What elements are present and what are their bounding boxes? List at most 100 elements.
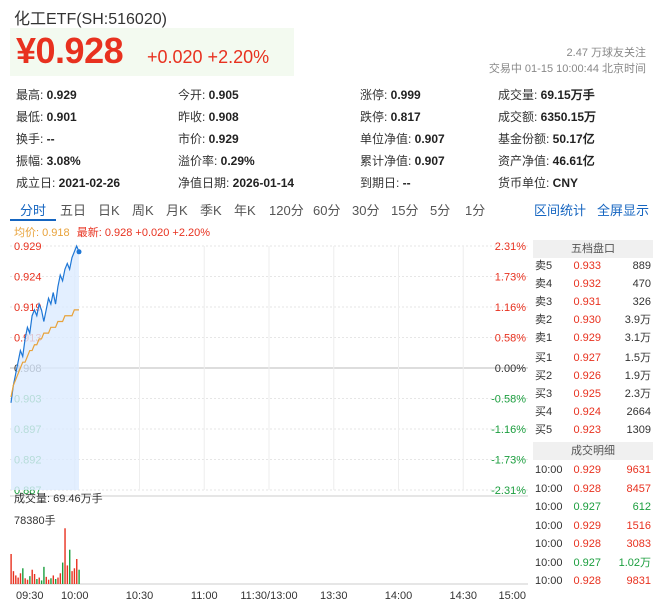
tab-period[interactable]: 日K — [98, 203, 120, 218]
period-tabs: 分时 五日 日K 周K 月K 季K 年K 120分 60分 30分 15分 5分 1分 — [14, 200, 654, 222]
current-price: ¥0.928 — [16, 30, 124, 71]
quote-value: 0.908 — [205, 110, 239, 124]
orderbook-cell: 2664 — [626, 406, 651, 418]
quote-field: 振幅: 3.08% — [16, 152, 81, 169]
price-highlight — [10, 28, 294, 76]
latest-price-legend: 最新: 0.928 +0.020 +2.20% — [76, 227, 211, 239]
tab-period[interactable]: 1分 — [465, 203, 486, 218]
quote-value: -- — [399, 176, 411, 190]
quote-field: 净值日期: 2026-01-14 — [178, 174, 294, 191]
volume-bar — [17, 577, 19, 584]
volume-bar — [43, 566, 45, 584]
quote-key: 基金份额: — [498, 132, 550, 146]
quote-key: 昨收: — [178, 110, 206, 124]
volume-bar — [33, 573, 36, 584]
quote-field: 资产净值: 46.61亿 — [498, 152, 595, 169]
tab-period[interactable]: 五日 — [60, 203, 87, 218]
orderbook-cell: 1.02万 — [618, 556, 651, 569]
time-tick-label: 15:00 — [498, 590, 526, 600]
price-area — [11, 246, 79, 490]
orderbook-cell: 3.1万 — [624, 332, 651, 344]
volume-bar — [15, 575, 17, 584]
orderbook-cell: 1309 — [626, 424, 651, 436]
volume-bar — [22, 568, 24, 584]
quote-field: 成交额: 6350.15万 — [498, 108, 596, 125]
volume-max-label: 78380手 — [14, 513, 56, 527]
pct-tick-label: 0.00% — [495, 363, 526, 375]
time-tick-label: 14:00 — [385, 590, 413, 600]
quote-field: 昨收: 0.908 — [178, 108, 239, 125]
tab-period[interactable]: 5分 — [430, 203, 451, 218]
quote-field: 成交量: 69.15万手 — [498, 86, 595, 103]
quote-key: 跌停: — [360, 110, 388, 124]
trade-row: 10:00 0.929 9631 — [533, 462, 653, 479]
orderbook-cell: 0.928 — [573, 575, 601, 587]
orderbook-cell: 10:00 — [535, 501, 563, 513]
ask-row: 卖1 0.929 3.1万 — [533, 330, 653, 347]
quote-key: 累计净值: — [360, 154, 412, 168]
tab-period[interactable]: 15分 — [391, 203, 419, 218]
quote-value: CNY — [549, 176, 579, 190]
orderbook-cell: 0.928 — [573, 482, 601, 495]
tab-period[interactable]: 120分 — [269, 203, 304, 218]
tab-period[interactable]: 季K — [200, 203, 222, 218]
volume-bar — [66, 565, 69, 584]
orderbook-cell: 买4 — [535, 406, 553, 418]
pct-tick-label: 0.58% — [495, 333, 526, 345]
volume-bar — [76, 558, 78, 584]
orderbook-cell: 卖3 — [535, 296, 553, 308]
trade-row: 10:00 0.927 612 — [533, 499, 653, 516]
tab-period[interactable]: 月K — [166, 203, 188, 218]
latest-point — [76, 249, 82, 255]
tab-period[interactable]: 60分 — [313, 203, 341, 218]
quote-key: 今开: — [178, 88, 206, 102]
quote-field: 到期日: -- — [360, 174, 411, 191]
orderbook-cell: 0.928 — [573, 538, 601, 550]
volume-bar — [10, 553, 12, 584]
quote-field: 涨停: 0.999 — [360, 86, 421, 103]
trading-status: 交易中 01-15 10:00:44 北京时间 — [488, 63, 646, 75]
ask-row: 卖3 0.931 326 — [533, 294, 653, 311]
time-tick-label: 10:30 — [126, 590, 154, 600]
time-tick-label: 11:30/13:00 — [240, 590, 297, 600]
quote-key: 振幅: — [16, 154, 44, 168]
quote-value: 0.905 — [205, 88, 239, 102]
orderbook-cell: 卖1 — [535, 332, 553, 344]
quote-key: 成交量: — [498, 88, 538, 102]
quote-value: 0.907 — [411, 132, 445, 146]
trades-title: 成交明细 — [533, 442, 653, 460]
intraday-chart[interactable]: 0.9290.9240.9190.9130.9080.9030.8970.892… — [10, 238, 530, 600]
orderbook-cell: 9831 — [626, 575, 651, 587]
time-tick-label: 13:30 — [320, 590, 348, 600]
quote-value: 0.999 — [387, 88, 421, 102]
time-tick-label: 09:30 — [16, 590, 44, 600]
orderbook-cell: 1.5万 — [624, 352, 651, 364]
quote-key: 货币单位: — [498, 176, 550, 190]
quote-field: 市价: 0.929 — [178, 130, 239, 147]
bid-row: 买5 0.923 1309 — [533, 422, 653, 439]
tab-period[interactable]: 分时 — [20, 203, 47, 218]
orderbook-cell: 0.927 — [573, 501, 601, 513]
fullscreen-button[interactable]: 全屏显示 — [597, 203, 650, 218]
bid-row: 买3 0.925 2.3万 — [533, 386, 653, 403]
tab-period[interactable]: 周K — [132, 203, 154, 218]
tab-period[interactable]: 30分 — [352, 203, 380, 218]
quote-key: 净值日期: — [178, 176, 230, 190]
trade-row: 10:00 0.928 3083 — [533, 536, 653, 553]
followers-count[interactable]: 2.47 万球友关注 — [566, 47, 646, 59]
volume-bar — [12, 571, 15, 584]
volume-bar — [64, 528, 66, 584]
quote-field: 单位净值: 0.907 — [360, 130, 445, 147]
orderbook-cell: 326 — [632, 296, 651, 308]
trade-row: 10:00 0.928 8457 — [533, 481, 653, 498]
tab-period[interactable]: 年K — [234, 203, 256, 218]
quote-value: 50.17亿 — [549, 132, 595, 146]
ask-row: 卖4 0.932 470 — [533, 276, 653, 293]
quote-key: 市价: — [178, 132, 206, 146]
orderbook-cell: 0.923 — [573, 424, 601, 436]
bid-row: 买1 0.927 1.5万 — [533, 350, 653, 367]
orderbook-cell: 0.927 — [573, 352, 601, 364]
range-stats-button[interactable]: 区间统计 — [534, 203, 587, 218]
pct-tick-label: -0.58% — [491, 394, 526, 406]
volume-bar — [26, 579, 29, 584]
